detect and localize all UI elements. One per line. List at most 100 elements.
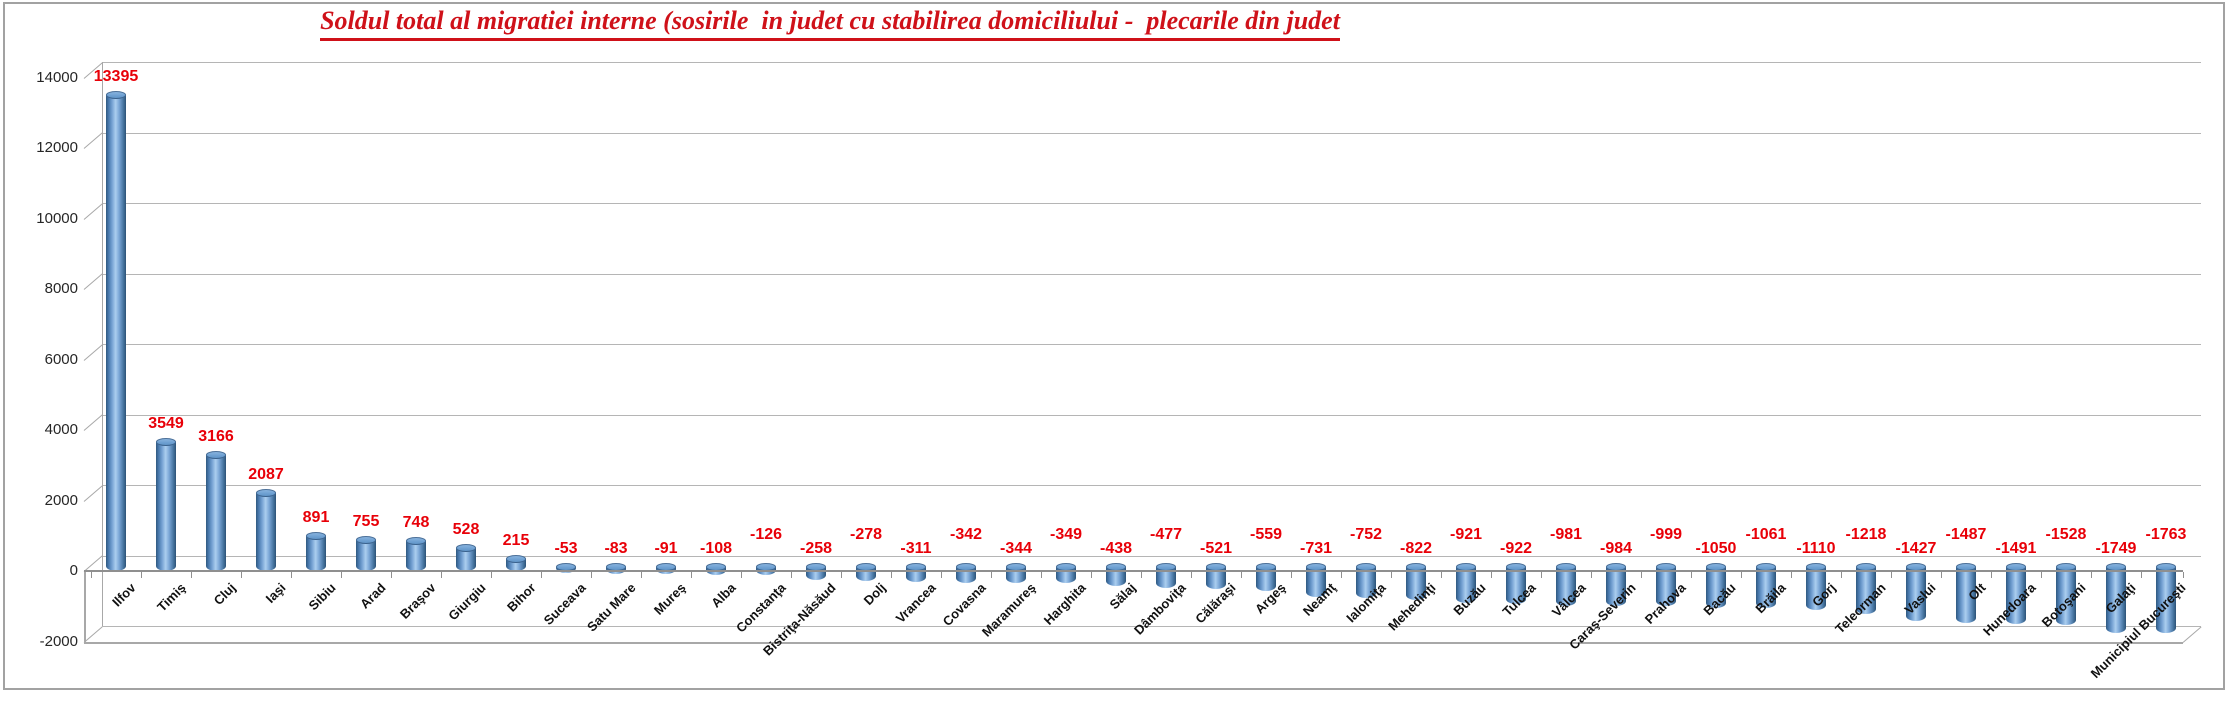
category-tick <box>791 572 792 578</box>
gridline-connector <box>83 414 103 431</box>
bar-value-label: -349 <box>1049 526 1083 543</box>
bar-body <box>356 540 376 571</box>
category-tick <box>1141 572 1142 578</box>
floor-front-edge <box>84 641 2183 644</box>
bar <box>1506 563 1526 604</box>
bar <box>2006 563 2026 624</box>
bar <box>1156 563 1176 588</box>
bar-top <box>1806 563 1826 571</box>
bar-body <box>1256 567 1276 591</box>
bar-value-label: -1050 <box>1695 540 1737 557</box>
bar <box>1706 563 1726 608</box>
bar <box>356 536 376 571</box>
wall-left-edge <box>102 62 103 626</box>
category-tick <box>2091 572 2092 578</box>
bar-top <box>456 544 476 553</box>
bar-body <box>1156 567 1176 588</box>
category-tick <box>1591 572 1592 578</box>
y-tick-label: 12000 <box>36 139 78 156</box>
bar-value-label: 13395 <box>93 67 139 85</box>
y-gridline <box>102 62 2201 63</box>
bar-top <box>856 563 876 571</box>
bar-top <box>2106 563 2126 571</box>
bar-value-label: 215 <box>502 532 530 550</box>
bar-top <box>1606 563 1626 571</box>
bar-top <box>1156 563 1176 571</box>
bar-top <box>1956 563 1976 571</box>
category-tick <box>191 572 192 578</box>
bar-top <box>1406 563 1426 571</box>
plot-area: 14000 12000 10000 8000 6000 4000 2000 0 -2000 133… <box>36 61 2202 681</box>
bar-body <box>1706 567 1726 608</box>
bar-top <box>1856 563 1876 571</box>
bar-value-label: -984 <box>1599 540 1633 557</box>
bar <box>1456 563 1476 604</box>
y-tick-label: 0 <box>69 562 78 579</box>
category-tick <box>1241 572 1242 578</box>
bar-body <box>406 540 426 571</box>
gridline-connector <box>83 273 103 290</box>
bar-value-label: -559 <box>1249 526 1283 543</box>
category-tick <box>291 572 292 578</box>
bar-body <box>2056 567 2076 625</box>
category-tick <box>1841 572 1842 578</box>
bar-body <box>1206 567 1226 590</box>
bar-value-label: 755 <box>352 513 380 531</box>
y-tick-label: 8000 <box>44 280 78 297</box>
bar <box>106 90 126 571</box>
chart-title: Soldul total al migratiei interne (sosir… <box>320 6 1340 41</box>
bar-top <box>1356 563 1376 571</box>
category-tick <box>141 572 142 578</box>
bar-value-label: -53 <box>554 540 578 557</box>
category-tick <box>1941 572 1942 578</box>
bar <box>256 489 276 571</box>
gridline-connector <box>83 343 103 361</box>
bar <box>1256 563 1276 591</box>
bar-value-label: 3549 <box>148 414 184 432</box>
bar <box>456 544 476 571</box>
bar <box>1606 563 1626 606</box>
bar-value-label: -1491 <box>1995 540 2037 557</box>
bar-body <box>1656 567 1676 607</box>
bar-value-label: -1487 <box>1945 526 1987 543</box>
bar-top <box>606 563 626 571</box>
bar-value-label: -477 <box>1149 526 1183 543</box>
bar-value-label: -83 <box>604 540 628 557</box>
category-tick <box>241 572 242 578</box>
bar-value-label: -922 <box>1499 540 1533 557</box>
bar <box>1406 563 1426 600</box>
bar <box>1556 563 1576 606</box>
bar <box>606 563 626 574</box>
bar-top <box>1106 563 1126 571</box>
bar-body <box>2156 567 2176 634</box>
bar-top <box>1456 563 1476 571</box>
y-gridline <box>102 273 2201 275</box>
bar-body <box>256 493 276 571</box>
bar-body <box>1356 567 1376 598</box>
y-tick-label: 2000 <box>44 491 78 509</box>
bar-body <box>2006 567 2026 624</box>
category-tick <box>341 572 342 578</box>
bar <box>306 531 326 571</box>
y-gridline <box>102 626 2201 627</box>
bar-body <box>506 559 526 571</box>
bar-top <box>956 563 976 571</box>
category-tick <box>2183 572 2184 578</box>
bar-top <box>1756 563 1776 571</box>
bar <box>1656 563 1676 607</box>
bar-body <box>106 94 126 571</box>
bar-top <box>2006 563 2026 571</box>
bar-top <box>106 90 126 99</box>
category-tick <box>1391 572 1392 578</box>
gridline-connector <box>83 484 103 502</box>
bar <box>2106 563 2126 633</box>
category-tick <box>1641 572 1642 578</box>
bar-body <box>1306 567 1326 597</box>
bar-value-label: 891 <box>302 508 330 526</box>
chart-title-wrap: Soldul total al migratiei interne (sosir… <box>170 6 1490 41</box>
category-tick <box>91 572 92 578</box>
bar-value-label: -1427 <box>1895 540 1937 557</box>
bar-top <box>306 531 326 540</box>
bar-value-label: -1749 <box>2095 540 2137 557</box>
category-tick <box>1991 572 1992 578</box>
